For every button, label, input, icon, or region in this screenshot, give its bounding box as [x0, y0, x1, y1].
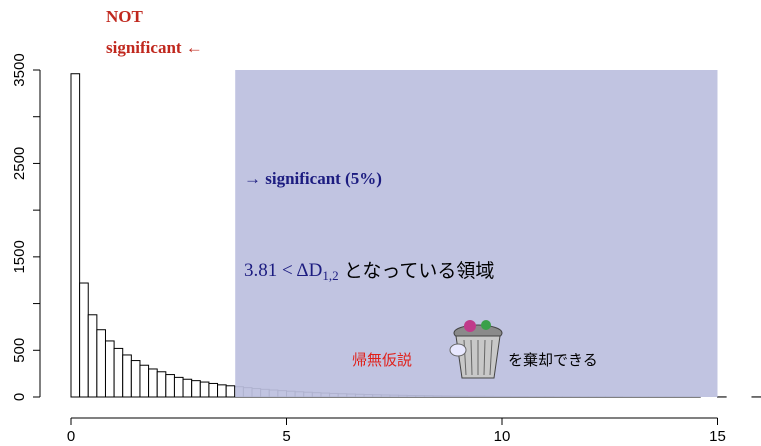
- bar: [182, 378, 193, 398]
- bar: [165, 374, 175, 398]
- bar: [96, 329, 106, 398]
- condition-text: となっている領域: [339, 260, 495, 282]
- bar: [148, 368, 158, 398]
- bar: [217, 384, 227, 398]
- significant-label: → significant (5%): [244, 169, 382, 188]
- bar: [173, 376, 184, 398]
- trash-rib: [470, 339, 473, 376]
- bar: [70, 73, 81, 398]
- trash-rib: [489, 339, 493, 376]
- y-tick-label: 500: [11, 338, 28, 363]
- y-tick-label: 2500: [11, 147, 28, 180]
- bar: [113, 347, 124, 398]
- bar: [139, 364, 150, 398]
- bar: [191, 380, 201, 398]
- bar: [87, 314, 98, 398]
- x-tick-label: 5: [282, 428, 290, 445]
- bar: [122, 354, 132, 398]
- y-tick-label: 3500: [11, 53, 28, 86]
- not-significant-label: significant ←: [106, 38, 203, 57]
- reject-label: を棄却できる: [508, 351, 598, 369]
- not-significant-label: NOT: [106, 7, 144, 26]
- trash-disc: [449, 343, 467, 357]
- condition-label: 3.81 < ΔD1,2 となっている領域: [244, 260, 494, 283]
- reject-label: 帰無仮説: [352, 351, 412, 369]
- condition-math: 3.81 < ΔD: [244, 260, 322, 281]
- bar: [104, 340, 115, 398]
- trash-item: [481, 320, 491, 330]
- bar: [79, 282, 89, 398]
- bar: [208, 382, 219, 398]
- x-tick-label: 0: [67, 428, 75, 445]
- trash-rib: [483, 339, 486, 376]
- y-tick-label: 0: [11, 393, 28, 401]
- x-tick-label: 15: [709, 428, 726, 445]
- condition-subscript: 1,2: [322, 268, 338, 283]
- y-tick-label: 1500: [11, 240, 28, 273]
- bar: [225, 385, 236, 398]
- bar: [130, 360, 141, 398]
- trash-item: [464, 320, 476, 332]
- bar: [156, 371, 167, 398]
- x-tick-label: 10: [494, 428, 511, 445]
- bar: [199, 381, 210, 398]
- trash-icon: [449, 320, 503, 379]
